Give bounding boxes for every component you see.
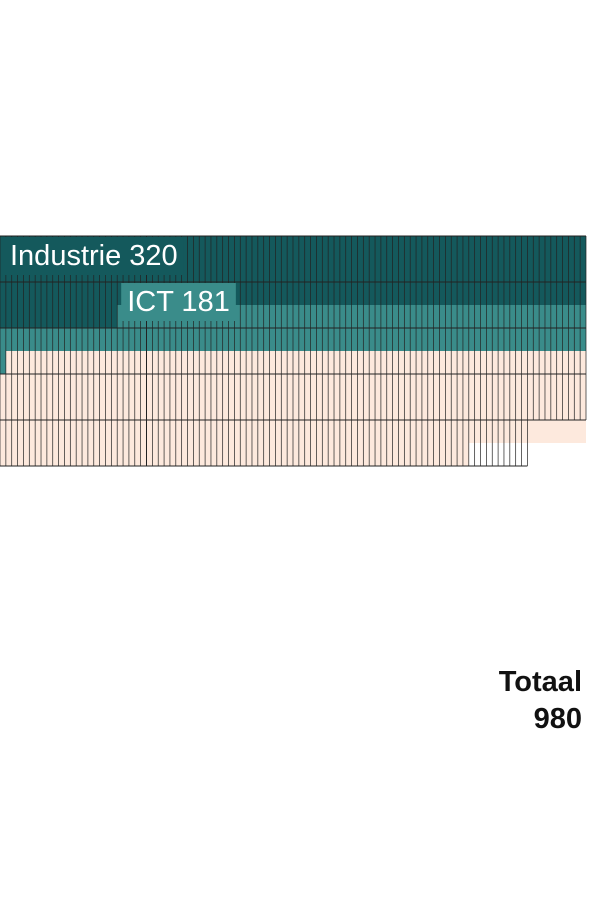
label-industrie: Industrie 320 bbox=[10, 240, 178, 272]
waffle-block-overig bbox=[5, 351, 587, 374]
total-label: Totaal 980 bbox=[499, 664, 582, 738]
label-bg-ict bbox=[121, 283, 236, 321]
waffle-labels: Industrie 320 ICT 181 bbox=[4, 237, 236, 321]
total-value: 980 bbox=[533, 703, 582, 735]
label-ict: ICT 181 bbox=[127, 286, 230, 318]
label-bg-industrie bbox=[4, 237, 184, 275]
total-title: Totaal bbox=[498, 666, 582, 698]
waffle-cells bbox=[0, 235, 587, 467]
waffle-block-ict bbox=[0, 351, 6, 374]
